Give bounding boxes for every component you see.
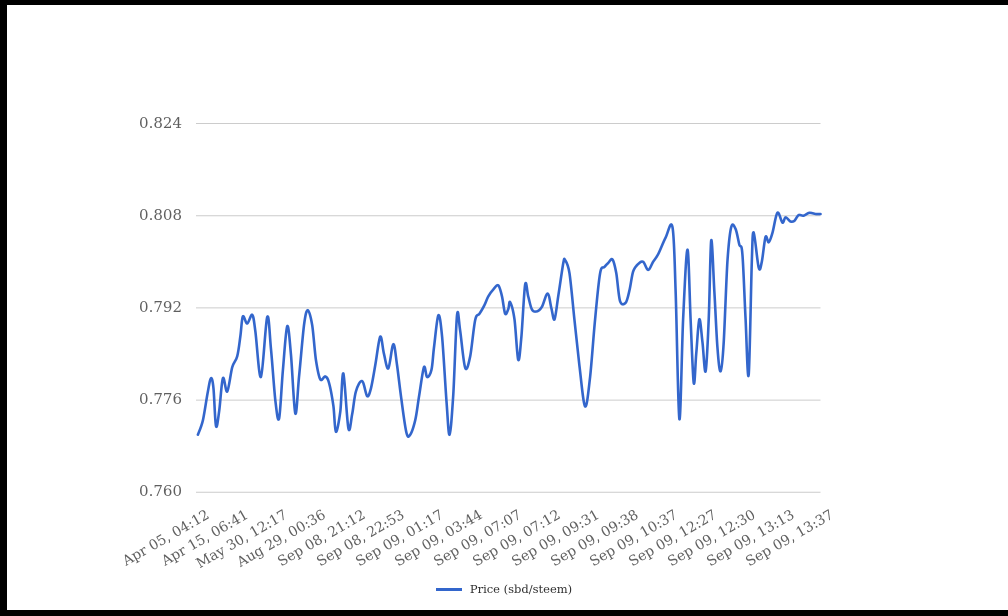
frame-border-top [0, 0, 1008, 5]
price-series-line [196, 211, 822, 439]
y-tick-label: 0.824 [139, 114, 182, 132]
legend-label: Price (sbd/steem) [469, 582, 573, 596]
frame-border-bottom [0, 610, 1008, 616]
frame-border-left [0, 0, 7, 616]
y-tick-label: 0.808 [139, 206, 182, 224]
chart-legend: Price (sbd/steem) [0, 582, 1008, 596]
y-tick-label: 0.760 [139, 482, 182, 500]
y-tick-label: 0.776 [139, 390, 182, 408]
legend-line-swatch [435, 587, 462, 591]
y-tick-label: 0.792 [139, 298, 182, 316]
